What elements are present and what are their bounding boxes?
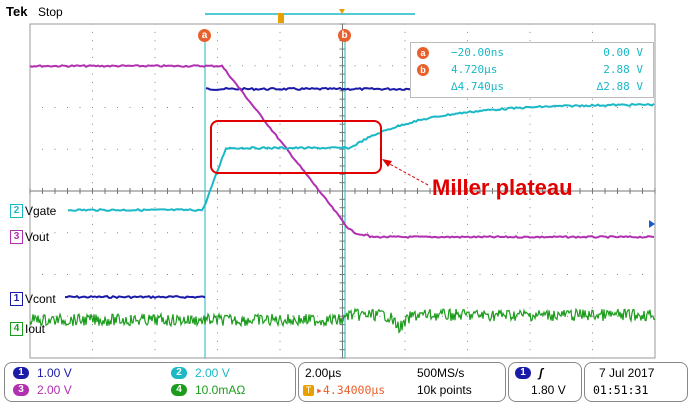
readout-a-time: −20.00ns: [451, 46, 504, 59]
graticule: [29, 23, 656, 359]
channel-1-label[interactable]: 1 Vcont: [10, 292, 56, 306]
timebase-panel: 2.00µs 500MS/s T ▸4.34000µs 10k points: [298, 362, 506, 402]
time-per-division[interactable]: 2.00µs: [305, 366, 341, 380]
ch4-scale-badge: 4: [171, 384, 187, 396]
trigger-position-marker: [278, 13, 284, 23]
vertical-scale-panel: 1 1.00 V 2 2.00 V 3 2.00 V 4 10.0mAΩ: [4, 362, 296, 402]
sample-rate: 500MS/s: [417, 366, 464, 380]
readout-a-volt: 0.00 V: [603, 46, 643, 59]
ch4-scale[interactable]: 4 10.0mAΩ: [171, 383, 245, 397]
time-per-division-value: 2.00µs: [305, 366, 342, 380]
cursor-a-tag[interactable]: a: [198, 29, 211, 42]
channel-2-badge: 2: [10, 204, 23, 218]
date: 7 Jul 2017: [599, 366, 654, 380]
channel-4-badge: 4: [10, 322, 23, 336]
readout-b-time: 4.720µs: [451, 63, 498, 76]
channel-4-label[interactable]: 4 Iout: [10, 322, 45, 336]
ch3-scale-badge: 3: [13, 384, 29, 396]
channel-3-name: Vout: [25, 230, 50, 244]
channel-4-name: Iout: [25, 322, 46, 336]
cursor-b-tag[interactable]: b: [338, 29, 351, 42]
trigger-delay-value: ▸4.34000µs: [316, 383, 386, 397]
annotation-arrowhead: [382, 159, 392, 167]
top-status-bar: Tek Stop: [0, 0, 692, 28]
ch3-scale-value: 2.00 V: [37, 383, 72, 397]
ch2-scale-value: 2.00 V: [195, 366, 230, 380]
offscreen-indicator: [649, 220, 655, 228]
cursor-b-label: b: [341, 30, 348, 41]
readout-a-tag: a: [417, 47, 429, 59]
readout-delta-time: ∆4.740µs: [451, 80, 504, 93]
record-length[interactable]: 10k points: [417, 383, 472, 397]
ch4-scale-value: 10.0mAΩ: [195, 383, 246, 397]
acquisition-state: Stop: [38, 5, 63, 19]
delay-icon: T: [303, 384, 314, 396]
bottom-status-bar: 1 1.00 V 2 2.00 V 3 2.00 V 4 10.0mAΩ 2.0…: [0, 360, 692, 404]
readout-delta-volt: ∆2.88 V: [596, 80, 643, 93]
time-value: 01:51:31: [593, 383, 649, 397]
sample-rate-value: 500MS/s: [417, 366, 465, 380]
trigger-delay[interactable]: T ▸4.34000µs: [303, 383, 385, 397]
ch1-scale[interactable]: 1 1.00 V: [13, 366, 72, 380]
trigger-level-value: 1.80 V: [531, 383, 566, 397]
trigger-source-badge: 1: [515, 367, 531, 379]
channel-3-label[interactable]: 3 Vout: [10, 230, 49, 244]
brand-logo: Tek: [6, 4, 28, 19]
readout-b-volt: 2.88 V: [603, 63, 643, 76]
cursor-a-label: a: [201, 30, 208, 41]
trigger-panel[interactable]: 1 ʃ 1.80 V: [508, 362, 582, 402]
expansion-point-marker: [339, 9, 345, 14]
channel-2-label[interactable]: 2 Vgate: [10, 204, 56, 218]
cursor-readout-panel: a −20.00ns 0.00 V b 4.720µs 2.88 V ∆4.74…: [410, 42, 654, 98]
record-length-value: 10k points: [417, 383, 472, 397]
readout-b-tag: b: [417, 64, 429, 76]
waveform-ch3-vout: [29, 64, 655, 239]
ch2-scale[interactable]: 2 2.00 V: [171, 366, 230, 380]
ch1-scale-value: 1.00 V: [37, 366, 72, 380]
channel-1-name: Vcont: [25, 292, 56, 306]
readout-row-a: a −20.00ns 0.00 V: [417, 46, 649, 62]
rising-edge-icon: ʃ: [539, 366, 543, 380]
waveform-ch4-iout: [29, 307, 656, 334]
trigger-level: 1.80 V: [531, 383, 566, 397]
ch1-scale-badge: 1: [13, 367, 29, 379]
date-value: 7 Jul 2017: [599, 366, 655, 380]
miller-plateau-label: Miller plateau: [432, 175, 573, 200]
readout-row-delta: ∆4.740µs ∆2.88 V: [417, 80, 649, 96]
ch3-scale[interactable]: 3 2.00 V: [13, 383, 72, 397]
readout-row-b: b 4.720µs 2.88 V: [417, 63, 649, 79]
channel-2-name: Vgate: [25, 204, 57, 218]
time: 01:51:31: [593, 383, 648, 397]
date-time-panel: 7 Jul 2017 01:51:31: [584, 362, 688, 402]
ch2-scale-badge: 2: [171, 367, 187, 379]
channel-3-badge: 3: [10, 230, 23, 244]
trigger-source: 1 ʃ: [515, 366, 543, 380]
waveform-ch2-vgate: [67, 102, 655, 212]
channel-1-badge: 1: [10, 292, 23, 306]
miller-plateau-highlight-box: [210, 120, 382, 174]
annotation-arrow: [385, 161, 429, 186]
